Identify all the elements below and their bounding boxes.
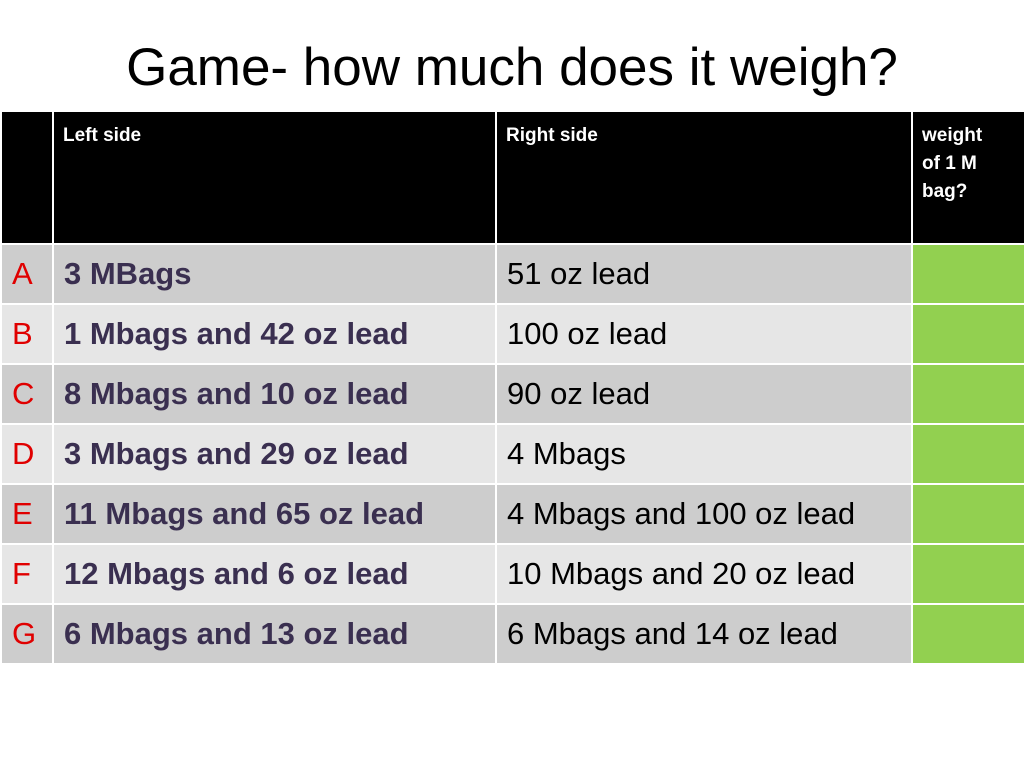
- row-left-side: 3 MBags: [52, 243, 497, 305]
- table-body: A 3 MBags 51 oz lead B 1 Mbags and 42 oz…: [0, 243, 1024, 665]
- row-letter: E: [0, 483, 54, 545]
- row-right-side: 100 oz lead: [495, 303, 913, 365]
- row-weight-answer[interactable]: [911, 483, 1024, 545]
- row-weight-answer[interactable]: [911, 423, 1024, 485]
- row-right-side: 4 Mbags: [495, 423, 913, 485]
- header-weight: weight of 1 M bag?: [911, 110, 1024, 245]
- row-right-side: 51 oz lead: [495, 243, 913, 305]
- row-left-side: 8 Mbags and 10 oz lead: [52, 363, 497, 425]
- table-row: A 3 MBags 51 oz lead: [0, 243, 1024, 305]
- row-letter: F: [0, 543, 54, 605]
- row-weight-answer[interactable]: [911, 303, 1024, 365]
- header-letter: [0, 110, 54, 245]
- row-left-side: 12 Mbags and 6 oz lead: [52, 543, 497, 605]
- row-left-side: 6 Mbags and 13 oz lead: [52, 603, 497, 665]
- table-row: F 12 Mbags and 6 oz lead 10 Mbags and 20…: [0, 543, 1024, 605]
- row-weight-answer[interactable]: [911, 243, 1024, 305]
- table-row: G 6 Mbags and 13 oz lead 6 Mbags and 14 …: [0, 603, 1024, 665]
- table-row: E 11 Mbags and 65 oz lead 4 Mbags and 10…: [0, 483, 1024, 545]
- row-letter: A: [0, 243, 54, 305]
- row-letter: B: [0, 303, 54, 365]
- page-title: Game- how much does it weigh?: [126, 38, 898, 97]
- row-right-side: 90 oz lead: [495, 363, 913, 425]
- row-right-side: 6 Mbags and 14 oz lead: [495, 603, 913, 665]
- row-right-side: 10 Mbags and 20 oz lead: [495, 543, 913, 605]
- header-row: Left side Right side weight of 1 M bag?: [0, 110, 1024, 245]
- weigh-table: Left side Right side weight of 1 M bag? …: [0, 110, 1024, 665]
- row-right-side: 4 Mbags and 100 oz lead: [495, 483, 913, 545]
- row-weight-answer[interactable]: [911, 363, 1024, 425]
- row-weight-answer[interactable]: [911, 603, 1024, 665]
- table-header: Left side Right side weight of 1 M bag?: [0, 110, 1024, 245]
- row-left-side: 1 Mbags and 42 oz lead: [52, 303, 497, 365]
- header-right-side: Right side: [495, 110, 913, 245]
- header-left-side: Left side: [52, 110, 497, 245]
- row-letter: G: [0, 603, 54, 665]
- table-row: B 1 Mbags and 42 oz lead 100 oz lead: [0, 303, 1024, 365]
- row-weight-answer[interactable]: [911, 543, 1024, 605]
- table-row: C 8 Mbags and 10 oz lead 90 oz lead: [0, 363, 1024, 425]
- row-letter: D: [0, 423, 54, 485]
- row-letter: C: [0, 363, 54, 425]
- header-weight-text: weight of 1 M bag?: [922, 125, 983, 202]
- table-row: D 3 Mbags and 29 oz lead 4 Mbags: [0, 423, 1024, 485]
- row-left-side: 3 Mbags and 29 oz lead: [52, 423, 497, 485]
- row-left-side: 11 Mbags and 65 oz lead: [52, 483, 497, 545]
